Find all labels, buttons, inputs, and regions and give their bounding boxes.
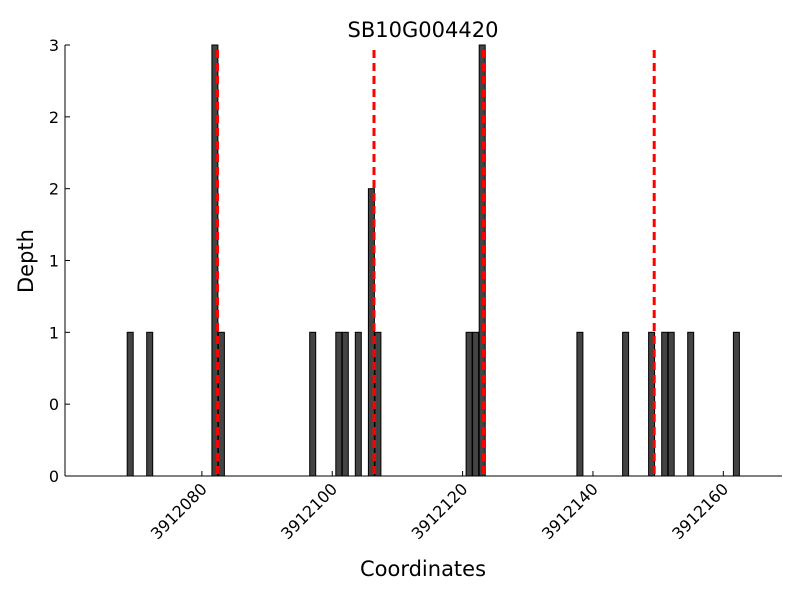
x-tick-label: 3912140 xyxy=(538,479,602,543)
bar xyxy=(667,331,675,477)
bar xyxy=(687,331,695,477)
marker-lines xyxy=(216,50,656,476)
y-tick-label: 0 xyxy=(49,395,59,414)
bar xyxy=(465,331,473,477)
bar xyxy=(309,331,317,477)
y-axis-label: Depth xyxy=(14,229,38,293)
bar xyxy=(732,331,740,477)
y-tick-label: 2 xyxy=(49,180,59,199)
bar xyxy=(472,331,480,477)
bar xyxy=(126,331,134,477)
bar xyxy=(374,331,382,477)
x-tick-label: 3912120 xyxy=(408,479,472,543)
x-tick-label: 3912100 xyxy=(277,479,341,543)
y-tick-label: 3 xyxy=(49,36,59,55)
bar xyxy=(217,331,225,477)
y-tick-label: 1 xyxy=(49,323,59,342)
bar xyxy=(354,331,362,477)
x-ticks: 3912080 3912100 3912120 3912140 3912160 xyxy=(147,471,732,543)
bar xyxy=(146,331,154,477)
chart-title: SB10G004420 xyxy=(348,18,499,42)
bar xyxy=(335,331,343,477)
y-tick-label: 1 xyxy=(49,252,59,271)
bar xyxy=(341,331,349,477)
y-ticks: 0 0 1 1 2 2 3 xyxy=(49,36,70,486)
bar xyxy=(622,331,630,477)
bar-series xyxy=(126,44,740,477)
x-tick-label: 3912080 xyxy=(147,479,211,543)
y-tick-label: 2 xyxy=(49,108,59,127)
x-tick-label: 3912160 xyxy=(668,479,732,543)
bar xyxy=(661,331,669,477)
x-axis-label: Coordinates xyxy=(360,557,486,581)
y-tick-label: 0 xyxy=(49,467,59,486)
bar xyxy=(576,331,584,477)
